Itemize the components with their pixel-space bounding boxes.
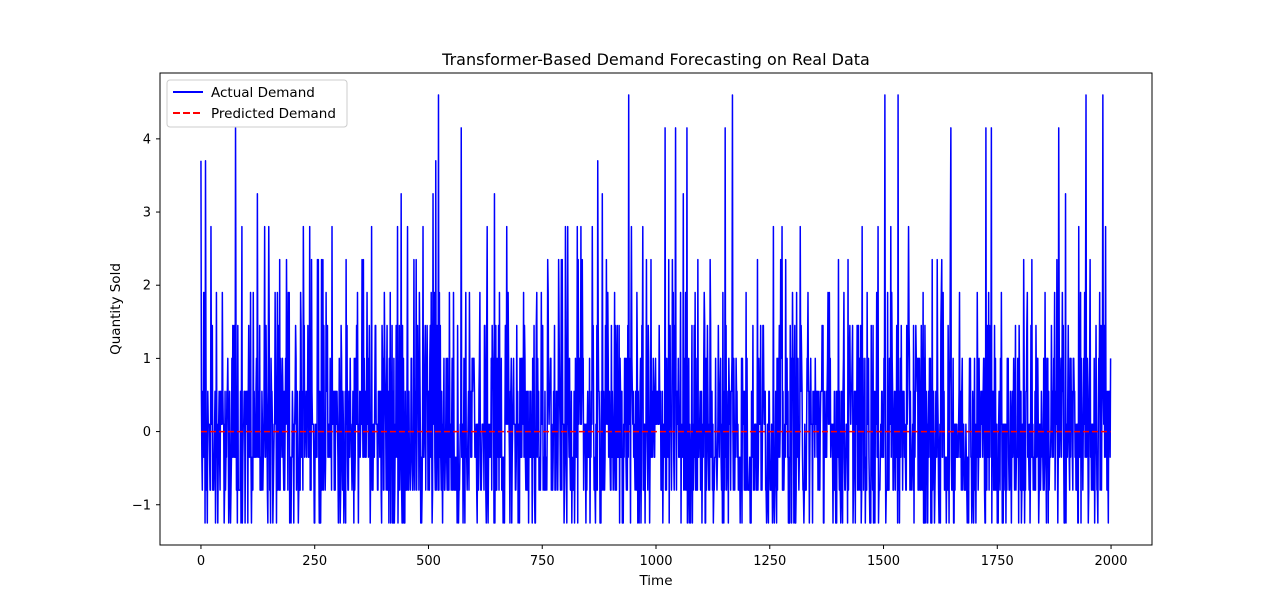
x-tick-label: 500: [416, 554, 441, 569]
series-line-actual-demand: [200, 94, 1112, 524]
chart-title: Transformer-Based Demand Forecasting on …: [441, 50, 870, 69]
series-layer: [200, 94, 1112, 524]
x-axis-title: Time: [638, 573, 672, 589]
x-axis: 0 250 500 750 1000 1250 1500 1750 2000: [197, 545, 1128, 569]
legend-box: [166, 79, 348, 128]
x-tick-label: 1250: [753, 554, 786, 569]
legend: Actual Demand Predicted Demand: [166, 79, 348, 128]
y-axis: −1 0 1 2 3 4: [132, 132, 160, 513]
x-tick-label: 1500: [867, 554, 900, 569]
legend-label-predicted-demand: Predicted Demand: [211, 106, 336, 122]
y-tick-label: 0: [143, 425, 151, 440]
x-tick-label: 1750: [981, 554, 1014, 569]
y-tick-label: 4: [143, 132, 151, 147]
x-tick-label: 750: [530, 554, 555, 569]
legend-label-actual-demand: Actual Demand: [211, 85, 315, 101]
y-tick-label: 1: [143, 352, 151, 367]
x-tick-label: 1000: [639, 554, 672, 569]
y-tick-label: 2: [143, 279, 151, 294]
x-tick-label: 0: [197, 554, 205, 569]
y-tick-label: −1: [132, 498, 151, 513]
y-tick-label: 3: [143, 206, 151, 221]
y-axis-title: Quantity Sold: [108, 263, 124, 355]
x-tick-label: 250: [302, 554, 327, 569]
x-tick-label: 2000: [1094, 554, 1127, 569]
